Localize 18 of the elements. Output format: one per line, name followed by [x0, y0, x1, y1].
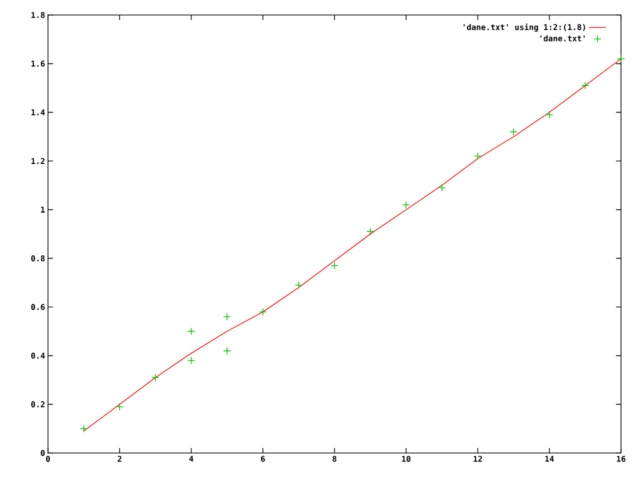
point	[438, 184, 446, 192]
point	[510, 128, 518, 136]
point	[294, 281, 303, 289]
point	[152, 374, 160, 382]
point	[330, 262, 338, 270]
point	[223, 346, 231, 355]
point	[258, 308, 267, 316]
point	[366, 228, 374, 236]
point	[187, 327, 196, 336]
point	[617, 54, 625, 63]
point	[116, 402, 124, 411]
point	[581, 82, 590, 90]
point	[474, 152, 482, 160]
point	[187, 356, 196, 364]
point	[545, 110, 554, 119]
point	[80, 424, 88, 433]
point	[223, 312, 231, 321]
point	[402, 200, 410, 209]
